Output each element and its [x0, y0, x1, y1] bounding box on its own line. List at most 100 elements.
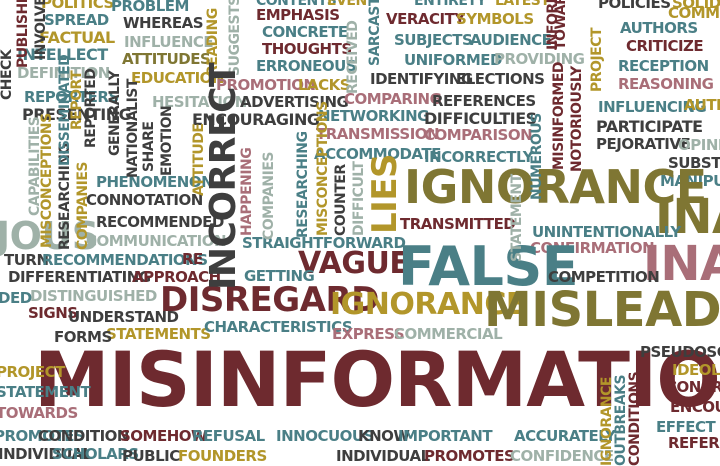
word: TRANSMITTED	[400, 215, 516, 233]
word: ENCOURAGING	[192, 110, 320, 129]
word: UNDERSTAND	[68, 308, 179, 326]
word: CONFIRMATION	[530, 239, 655, 257]
word: INAC	[643, 236, 720, 292]
word: CONNOTATION	[86, 191, 203, 209]
word: OUTBREAKS	[613, 374, 629, 466]
word: APPROACH	[132, 268, 221, 286]
word: IMPORTANT	[398, 427, 493, 445]
word: COMM	[668, 4, 720, 22]
word: AUDIENCE	[470, 31, 552, 49]
word: MISCONCEPTIONS	[315, 101, 331, 236]
word: COUNTER	[333, 164, 349, 236]
word: COMMUNICATION	[86, 232, 227, 250]
word: DISTINGUISHED	[30, 287, 157, 305]
word: INDIVIDUAL	[336, 447, 430, 465]
word: SUBSTIT	[668, 154, 720, 172]
word: COMPETITION	[548, 268, 660, 286]
word: VERACITY	[386, 10, 465, 28]
word: THOUGHTS	[262, 40, 352, 58]
word: DIFFICULT	[351, 161, 367, 236]
word: IGNORANCE	[599, 377, 615, 466]
word: POLICIES	[598, 0, 671, 12]
word: COMPANIES	[261, 152, 277, 240]
word: PEJORATIVE	[596, 135, 691, 153]
word: SUBJECTS	[394, 31, 473, 49]
word: CHARACTERISTICS	[204, 318, 353, 336]
word: PROMOTES	[0, 427, 85, 445]
word: NATIONALIST	[125, 79, 141, 178]
word: CRITICIZE	[626, 37, 704, 55]
word: FALSE	[398, 235, 579, 298]
word: LACKS	[298, 76, 351, 94]
word: SIGNS	[28, 304, 78, 322]
word: AUTH	[684, 96, 720, 114]
word: TRANSMISSION	[316, 125, 440, 143]
word: INNOCUOUS	[276, 427, 374, 445]
word: SARCASTIC	[367, 0, 383, 66]
word: COMPANIES	[75, 162, 91, 250]
word: INFLUENCING	[598, 98, 707, 116]
word: EXPRESS	[332, 325, 405, 343]
word: INVOLVE	[33, 0, 49, 60]
word: DIFFICULTIES	[424, 109, 537, 128]
word: FOUNDERS	[178, 447, 267, 465]
word: LATEST	[495, 0, 550, 9]
word: DED	[0, 289, 32, 307]
word: COMPARISON	[424, 126, 533, 144]
word: IGNORANCE	[330, 287, 526, 322]
word: EDUCATION	[131, 69, 224, 87]
word: TOWARDS	[553, 0, 569, 50]
word: NETWORKING	[318, 107, 429, 125]
word: PROBLEM	[111, 0, 189, 15]
word: EFFECT	[656, 418, 716, 436]
word: DEFINITION	[17, 64, 110, 82]
word: FORMS	[54, 328, 112, 346]
word: INTELLECT	[17, 45, 108, 64]
word: TOWARDS	[0, 404, 78, 422]
word: IDENTIFYING	[370, 70, 473, 88]
word: IGNORANCE	[404, 160, 707, 214]
word: EVEN	[327, 0, 367, 9]
word: INCORRECT	[203, 62, 244, 290]
word: COMMERCIAL	[394, 325, 503, 343]
word: CHECK	[0, 49, 15, 100]
word: KNOW	[358, 427, 410, 445]
word: SCHOLARS	[52, 445, 139, 463]
word: NOTORIOUSLY	[569, 66, 585, 172]
word: MISINFORMED	[551, 61, 567, 170]
word: DISSEMINATED	[57, 54, 73, 166]
word: RECOMMENDATIONS	[42, 251, 208, 269]
word: INAC	[655, 189, 720, 245]
word: EMPHASIS	[256, 6, 340, 24]
word: STATEMENT	[509, 174, 525, 262]
word: ELECTIONS	[456, 70, 545, 88]
word: PSEUDOSCI	[640, 343, 720, 361]
word: PARTICIPATE	[596, 117, 703, 136]
word: INDIVIDUAL	[0, 445, 92, 463]
word: GETTING	[244, 267, 315, 285]
word: REFERR	[668, 434, 720, 452]
word: REFERENCES	[432, 92, 536, 110]
word: ACCURATELY	[514, 427, 616, 445]
word: SPREAD	[44, 11, 109, 29]
word: SHARE	[141, 121, 157, 172]
word: LIES	[365, 153, 405, 234]
word: PHENOMENON	[96, 173, 214, 191]
word: STATEMENT	[0, 383, 91, 401]
word: ATTITUDES	[122, 50, 211, 68]
word: CONFIDENCE	[510, 447, 614, 465]
word: MISLEADING	[484, 282, 720, 338]
word: INCORRECTLY	[424, 148, 534, 166]
word: CONCRE	[666, 378, 720, 396]
word: VAGUE	[298, 246, 410, 281]
word: PROVIDING	[494, 50, 585, 68]
word: EMOTION	[159, 105, 175, 176]
word: DISREGARD	[160, 280, 379, 320]
word: CONTENTS	[256, 0, 337, 9]
word: RECEIVED	[345, 20, 361, 94]
word: PUBLIC	[122, 447, 180, 465]
word: CONCRETE	[262, 23, 348, 41]
word: REASONING	[618, 75, 714, 93]
word: SYMBOLS	[456, 10, 534, 28]
